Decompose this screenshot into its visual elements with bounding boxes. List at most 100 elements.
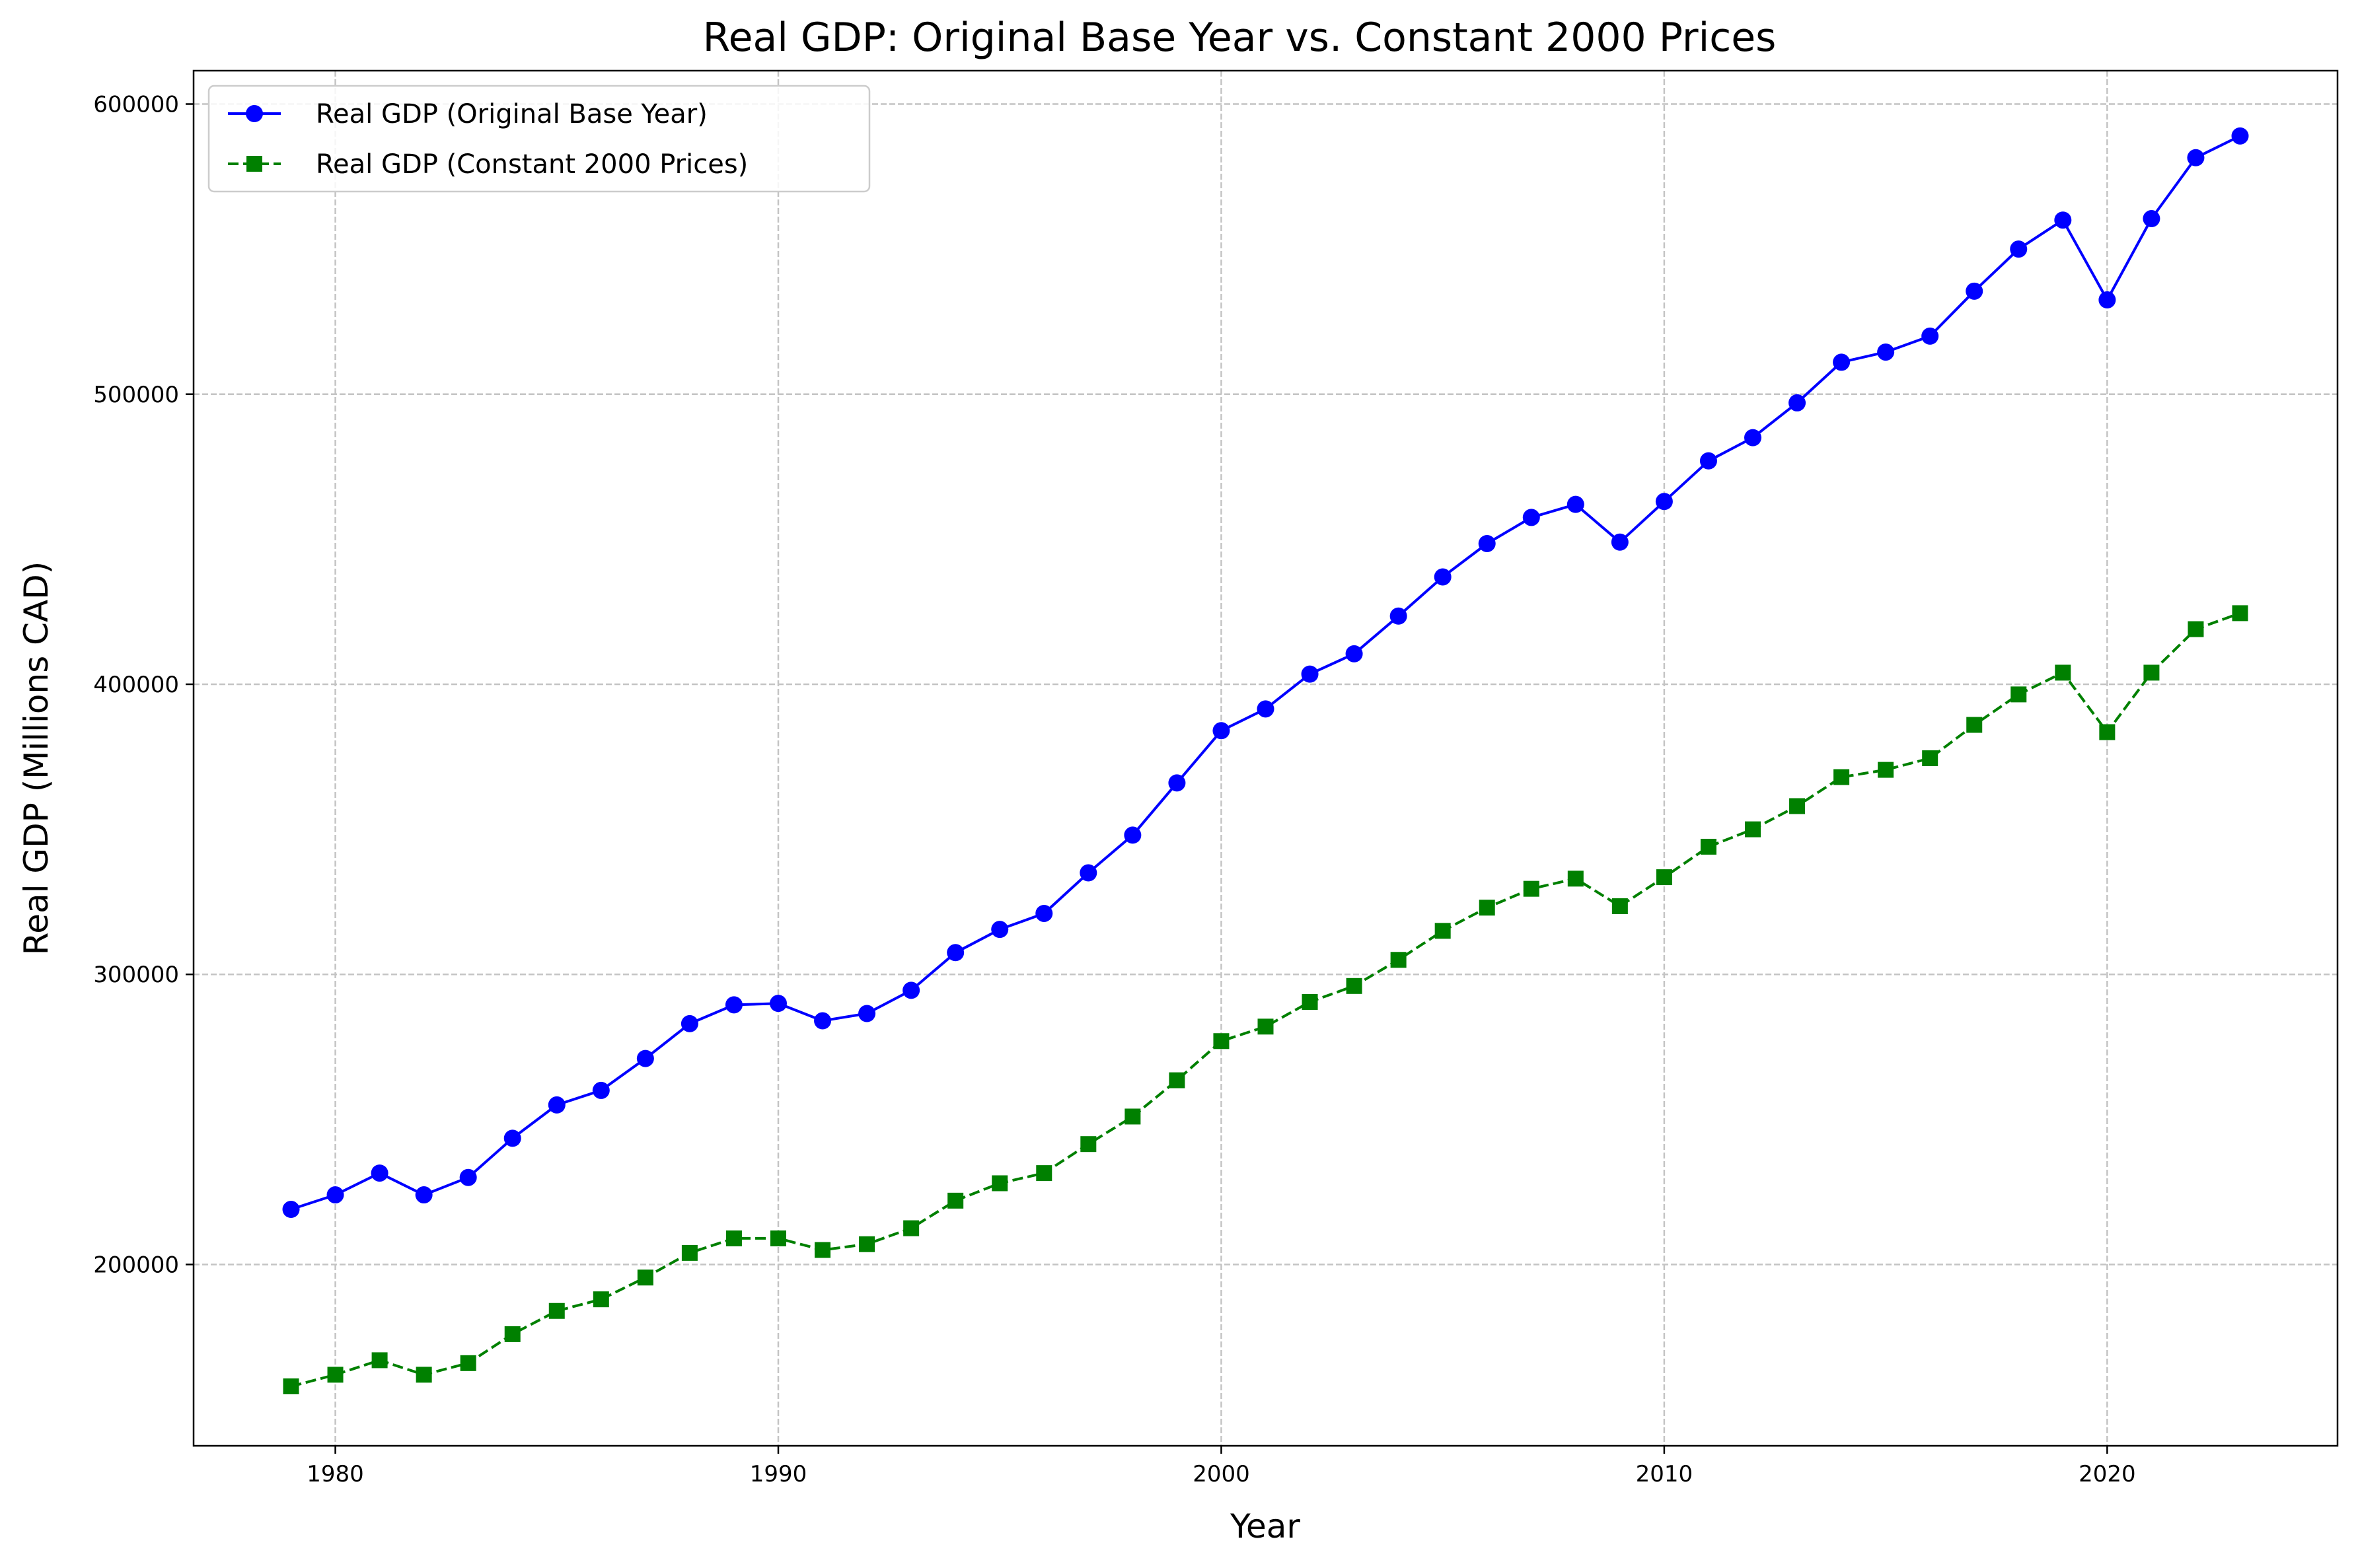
x-axis: 1980 1990 2000 2010 2020: [307, 1446, 2136, 1487]
data-point-square: [1878, 762, 1894, 778]
data-point-circle: [1301, 665, 1319, 683]
data-point-circle: [725, 996, 743, 1014]
data-point-square: [504, 1326, 521, 1342]
data-point-square: [903, 1220, 920, 1236]
y-axis: 200000 300000 400000 500000 600000: [93, 92, 194, 1278]
data-point-square: [637, 1269, 653, 1286]
data-point-circle: [503, 1129, 521, 1147]
data-point-square: [2055, 664, 2071, 681]
data-point-square: [1789, 798, 1806, 814]
data-point-square: [416, 1367, 432, 1383]
series-group: [282, 127, 2249, 1219]
data-point-square: [1611, 898, 1628, 915]
data-point-square: [1124, 1108, 1141, 1125]
data-point-circle: [858, 1005, 876, 1022]
data-point-square: [2010, 686, 2027, 703]
data-point-square: [725, 1230, 742, 1246]
data-point-square: [1523, 880, 1539, 897]
data-point-circle: [326, 1186, 344, 1204]
data-point-circle: [770, 995, 787, 1013]
data-point-circle: [1257, 700, 1274, 718]
data-point-circle: [1966, 282, 1983, 300]
x-tick-label: 2000: [1193, 1461, 1250, 1487]
data-point-circle: [681, 1015, 698, 1032]
x-tick-label: 2010: [1636, 1461, 1693, 1487]
data-point-square: [1567, 871, 1584, 887]
data-point-circle: [548, 1096, 566, 1114]
data-point-circle: [282, 1201, 300, 1219]
data-point-square: [1434, 923, 1451, 939]
data-point-square: [947, 1192, 964, 1209]
x-tick-label: 2020: [2079, 1461, 2136, 1487]
data-point-square: [283, 1378, 299, 1394]
y-tick-label: 500000: [93, 382, 179, 408]
data-point-circle: [1345, 645, 1363, 662]
legend-label: Real GDP (Constant 2000 Prices): [316, 149, 748, 180]
plot-area-frame: [192, 69, 2339, 1447]
data-point-circle: [1833, 353, 1851, 371]
y-tick-label: 600000: [93, 92, 179, 118]
data-point-circle: [371, 1164, 388, 1182]
data-point-square: [1656, 869, 1672, 886]
data-point-square: [1745, 821, 1761, 837]
data-point-circle: [903, 981, 920, 999]
y-tick-label: 400000: [93, 672, 179, 698]
data-point-circle: [2231, 127, 2249, 145]
data-point-circle: [1788, 394, 1806, 411]
data-point-circle: [814, 1012, 832, 1030]
y-axis-title: Real GDP (Millions CAD): [17, 561, 55, 956]
data-point-circle: [2187, 149, 2205, 166]
series-line: [290, 612, 2241, 1388]
data-point-circle: [2098, 291, 2116, 308]
data-point-circle: [1921, 327, 1939, 345]
data-point-circle: [1035, 904, 1053, 922]
series-group: [283, 605, 2248, 1394]
data-point-circle: [2143, 210, 2160, 228]
data-point-square: [593, 1291, 609, 1308]
data-point-square: [1080, 1136, 1097, 1153]
data-point-square: [2232, 605, 2248, 622]
data-point-circle: [246, 105, 263, 122]
data-point-square: [1833, 769, 1850, 785]
data-point-square: [246, 156, 262, 172]
grid-lines: [194, 71, 2338, 1446]
data-point-circle: [1877, 343, 1895, 361]
data-point-square: [327, 1367, 344, 1383]
data-point-circle: [415, 1186, 433, 1204]
data-point-square: [815, 1242, 831, 1258]
data-point-circle: [1389, 607, 1407, 625]
data-point-circle: [1212, 722, 1230, 740]
legend: Real GDP (Original Base Year) Real GDP (C…: [207, 85, 871, 193]
data-point-circle: [459, 1168, 477, 1186]
data-point-square: [1213, 1033, 1230, 1050]
data-point-circle: [1655, 493, 1673, 511]
data-point-square: [770, 1230, 786, 1246]
data-point-square: [1390, 952, 1407, 968]
x-tick-label: 1980: [307, 1461, 364, 1487]
data-point-square: [992, 1175, 1008, 1192]
data-point-square: [859, 1236, 875, 1252]
data-point-square: [1700, 838, 1716, 855]
data-point-circle: [2010, 240, 2028, 258]
data-point-circle: [1522, 509, 1540, 526]
data-point-circle: [947, 944, 965, 962]
data-point-circle: [1744, 429, 1761, 446]
data-point-square: [1036, 1165, 1052, 1182]
series-layer: [282, 127, 2249, 1394]
y-tick-label: 300000: [93, 962, 179, 988]
x-tick-label: 1990: [750, 1461, 807, 1487]
data-point-circle: [1168, 774, 1186, 792]
data-point-square: [1922, 750, 1938, 766]
data-point-square: [371, 1352, 388, 1369]
data-point-circle: [1611, 533, 1629, 551]
data-point-circle: [2054, 211, 2072, 229]
data-point-circle: [592, 1081, 610, 1099]
data-point-square: [460, 1355, 476, 1371]
data-point-square: [681, 1244, 698, 1261]
data-point-circle: [1478, 534, 1496, 552]
y-tick-label: 200000: [93, 1252, 179, 1278]
data-point-square: [2099, 724, 2116, 740]
data-point-circle: [1124, 826, 1142, 844]
data-point-square: [548, 1302, 565, 1319]
